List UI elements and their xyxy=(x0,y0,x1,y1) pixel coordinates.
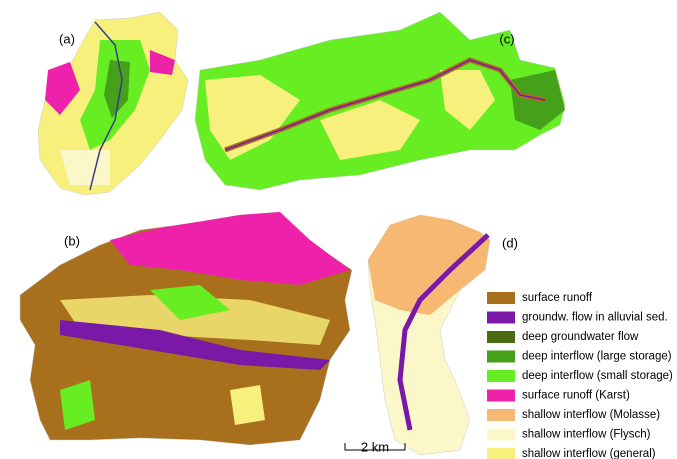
legend-swatch xyxy=(487,292,515,304)
panel-label: (d) xyxy=(502,235,518,250)
legend-swatch xyxy=(487,389,515,402)
legend-label: shallow interflow (general) xyxy=(522,448,656,459)
legend-label: deep groundwater flow xyxy=(522,331,639,343)
panel-label: (c) xyxy=(499,31,514,46)
legend-swatch xyxy=(487,370,515,382)
legend-label: shallow interflow (Molasse) xyxy=(522,409,660,421)
legend-label: shallow interflow (Flysch) xyxy=(522,429,651,441)
legend-label: groundw. flow in alluvial sed. xyxy=(522,312,668,324)
legend-swatch xyxy=(487,428,515,441)
legend-label: deep interflow (small storage) xyxy=(522,370,673,382)
catchment-b xyxy=(19,211,353,446)
catchment-d xyxy=(367,214,491,456)
legend-label: surface runoff xyxy=(522,292,593,304)
legend-swatch xyxy=(487,448,515,459)
catchment-a xyxy=(37,11,189,196)
scale-bar-label: 2 km xyxy=(361,439,389,454)
legend-swatch xyxy=(487,331,515,343)
catchment-c xyxy=(194,11,566,191)
scale-bar xyxy=(344,443,406,451)
legend-swatch xyxy=(487,350,515,363)
legend-swatch xyxy=(487,409,515,421)
legend-swatch xyxy=(487,311,515,324)
panel-label: (b) xyxy=(64,233,80,248)
legend-label: deep interflow (large storage) xyxy=(522,351,672,363)
legend-label: surface runoff (Karst) xyxy=(522,390,630,402)
panel-label: (a) xyxy=(59,31,75,46)
